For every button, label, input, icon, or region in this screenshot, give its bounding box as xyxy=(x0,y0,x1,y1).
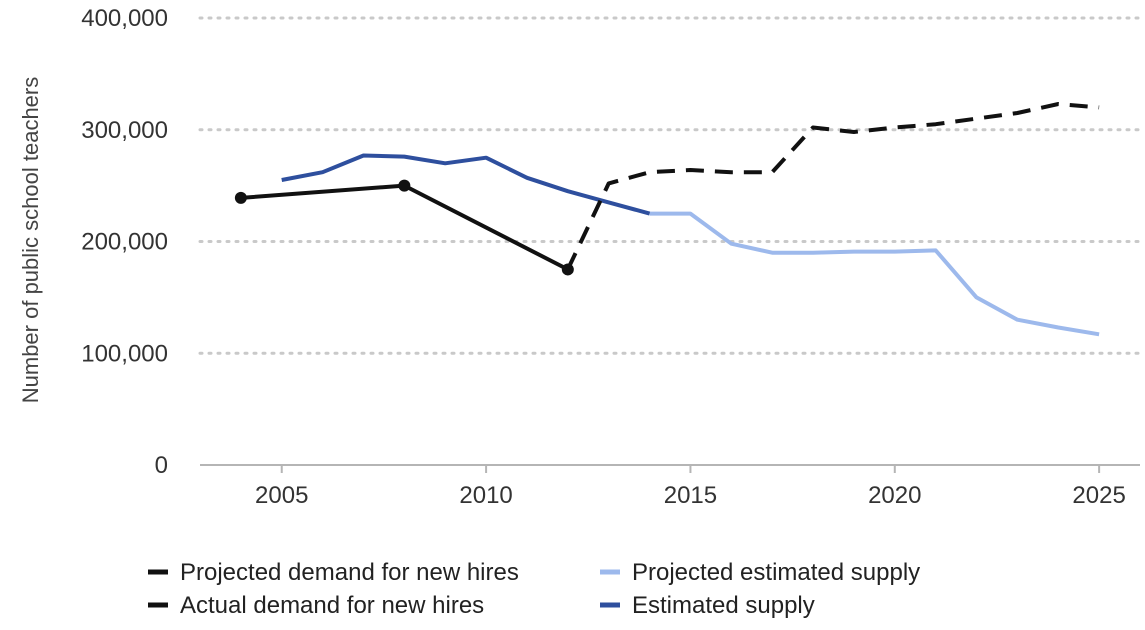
legend-label: Actual demand for new hires xyxy=(180,592,484,619)
y-tick-label: 100,000 xyxy=(81,340,168,367)
x-tick-label: 2005 xyxy=(255,482,308,509)
y-tick-label: 200,000 xyxy=(81,229,168,256)
legend-item: Projected estimated supply xyxy=(600,559,920,586)
series-line-projected-estimated-supply xyxy=(649,211,1100,337)
legend-label: Estimated supply xyxy=(632,592,815,619)
gridlines xyxy=(198,16,1142,355)
series-line-estimated-supply xyxy=(281,153,651,216)
x-tick-label: 2020 xyxy=(868,482,921,509)
legend-item: Estimated supply xyxy=(600,592,815,619)
data-point-actual-demand-for-new-hires xyxy=(234,191,247,204)
y-tick-label: 0 xyxy=(155,452,168,479)
legend: Projected demand for new hires Projected … xyxy=(148,559,920,619)
series-line-actual-demand-for-new-hires xyxy=(240,183,569,272)
y-tick-label: 300,000 xyxy=(81,117,168,144)
y-axis-title: Number of public school teachers xyxy=(18,77,43,404)
legend-label: Projected demand for new hires xyxy=(180,559,519,586)
x-axis-ticks: 2005 2010 2015 2020 2025 xyxy=(255,465,1126,509)
series-lines xyxy=(234,102,1100,337)
x-tick-label: 2025 xyxy=(1072,482,1125,509)
y-tick-label: 400,000 xyxy=(81,5,168,32)
legend-label: Projected estimated supply xyxy=(632,559,920,586)
legend-item: Actual demand for new hires xyxy=(148,592,484,619)
legend-item: Projected demand for new hires xyxy=(148,559,519,586)
x-tick-label: 2015 xyxy=(664,482,717,509)
x-tick-label: 2010 xyxy=(459,482,512,509)
data-point-actual-demand-for-new-hires xyxy=(398,179,411,192)
y-axis-ticks: 0 100,000 200,000 300,000 400,000 xyxy=(81,5,168,479)
